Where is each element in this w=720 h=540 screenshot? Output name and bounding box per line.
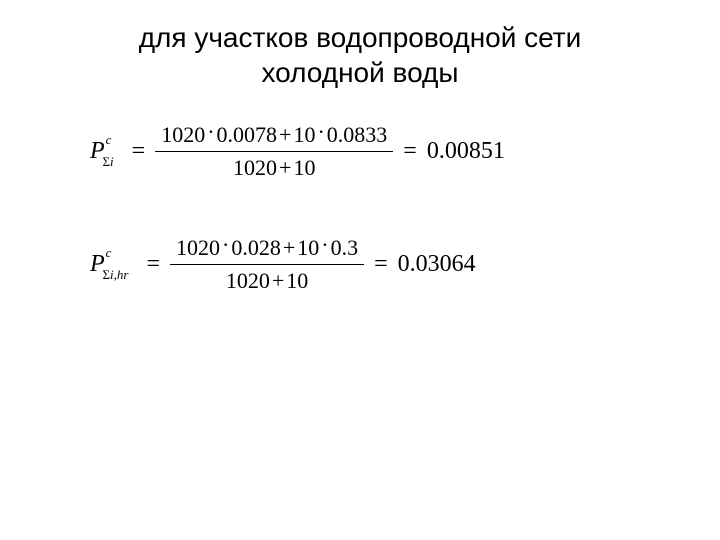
eq1-den-b: 10 (293, 155, 315, 180)
equation-2: P c Σi,hr = 1020·0.028+10·0.3 1020+10 = … (90, 233, 720, 296)
mult-dot: · (317, 119, 324, 144)
fraction-line (170, 264, 364, 265)
eq2-num-c: 10 (297, 235, 319, 260)
eq2-variable: P c Σi,hr (90, 251, 136, 278)
eq2-var-sub: Σi,hr (102, 267, 128, 283)
equation-1: P c Σi = 1020·0.0078+10·0.0833 1020+10 =… (90, 120, 720, 183)
eq2-den-a: 1020 (226, 268, 270, 293)
eq2-num-b: 0.028 (231, 235, 281, 260)
equals-sign: = (132, 138, 146, 165)
eq1-sub-sigma: Σ (102, 154, 110, 169)
eq2-den-b: 10 (286, 268, 308, 293)
eq1-num-c: 10 (293, 122, 315, 147)
plus-sign: + (272, 268, 284, 293)
eq2-denominator: 1020+10 (220, 266, 314, 296)
eq1-fraction: 1020·0.0078+10·0.0833 1020+10 (155, 120, 393, 183)
page-title: для участков водопроводной сети холодной… (60, 20, 660, 90)
equals-sign: = (403, 138, 417, 165)
eq2-var-sup: c (106, 245, 112, 261)
eq1-num-d: 0.0833 (327, 122, 388, 147)
plus-sign: + (283, 235, 295, 260)
eq2-sub-hr: hr (117, 267, 129, 282)
eq1-sub-i: i (110, 154, 114, 169)
mult-dot: · (321, 232, 328, 257)
eq1-denominator: 1020+10 (227, 153, 321, 183)
document-page: для участков водопроводной сети холодной… (0, 0, 720, 540)
eq1-variable: P c Σi (90, 138, 122, 165)
mult-dot: · (222, 232, 229, 257)
eq2-fraction: 1020·0.028+10·0.3 1020+10 (170, 233, 364, 296)
eq2-num-a: 1020 (176, 235, 220, 260)
eq1-den-a: 1020 (233, 155, 277, 180)
mult-dot: · (207, 119, 214, 144)
eq1-result: 0.00851 (427, 138, 505, 165)
eq1-var-sup: c (106, 132, 112, 148)
title-line-1: для участков водопроводной сети (139, 22, 582, 53)
eq2-result: 0.03064 (398, 251, 476, 278)
eq1-var-sub: Σi (102, 154, 113, 170)
equals-sign: = (146, 251, 160, 278)
title-line-2: холодной воды (261, 57, 458, 88)
plus-sign: + (279, 122, 291, 147)
plus-sign: + (279, 155, 291, 180)
eq1-num-a: 1020 (161, 122, 205, 147)
eq2-num-d: 0.3 (331, 235, 359, 260)
fraction-line (155, 151, 393, 152)
eq1-num-b: 0.0078 (217, 122, 278, 147)
eq1-numerator: 1020·0.0078+10·0.0833 (155, 120, 393, 150)
eq2-sub-sigma: Σ (102, 267, 110, 282)
eq2-numerator: 1020·0.028+10·0.3 (170, 233, 364, 263)
equals-sign: = (374, 251, 388, 278)
